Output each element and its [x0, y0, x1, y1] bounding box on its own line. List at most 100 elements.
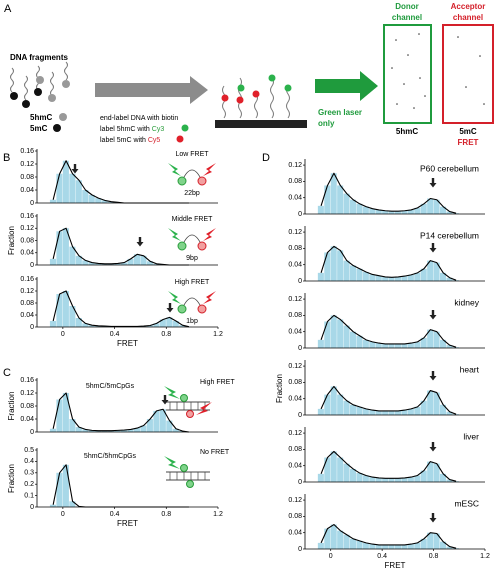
acceptor-label: 5mC	[459, 127, 477, 136]
bar	[62, 291, 69, 327]
bar	[101, 200, 108, 203]
bar	[69, 246, 76, 265]
bar	[159, 409, 166, 432]
bar	[401, 210, 408, 214]
bar	[395, 478, 402, 482]
excitation-bolt	[164, 456, 180, 469]
bar	[433, 262, 440, 281]
y-tick-label: 0.12	[288, 363, 302, 370]
y-tick-label: 0.16	[20, 377, 34, 384]
annotation: 9bp	[186, 255, 198, 262]
y-tick-label: 0.16	[20, 148, 34, 155]
bar	[420, 268, 427, 281]
x-axis-label: FRET	[117, 339, 138, 348]
peak-arrow	[429, 178, 437, 188]
bar	[88, 262, 95, 265]
peak-arrow	[429, 371, 437, 381]
bar	[407, 209, 414, 214]
peak-arrow	[71, 164, 79, 174]
x-tick-label: 1.2	[213, 511, 223, 518]
bar	[95, 263, 102, 265]
x-tick-label: 0.4	[377, 553, 387, 560]
y-tick-label: 0.12	[20, 225, 34, 232]
y-tick-label: 0.12	[288, 296, 302, 303]
legend-5hmc: 5hmC	[30, 113, 52, 122]
donor-dye	[180, 394, 188, 402]
bar	[382, 410, 389, 415]
panel-title: heart	[460, 364, 480, 374]
bar	[388, 544, 395, 549]
y-tick-label: 0.16	[20, 276, 34, 283]
bar	[427, 198, 434, 214]
bar	[317, 272, 324, 281]
bar	[375, 343, 382, 348]
y-tick-label: 0.16	[20, 213, 34, 220]
x-tick-label: 0.4	[110, 511, 120, 518]
histogram-panel: 0 0.04 0.08 0.12 liver	[288, 427, 485, 486]
annotation: High FRET	[175, 279, 210, 286]
x-tick-label: 0	[61, 511, 65, 518]
bar	[356, 473, 363, 482]
laser-text: Green laser	[318, 108, 362, 117]
cy3-dot	[181, 124, 189, 132]
y-tick-label: 0.04	[20, 312, 34, 319]
bar	[337, 530, 344, 549]
histogram-panel: 0 0.04 0.08 0.12 0.16 0 0.4 0.8 1.2 FRET High FRET…	[20, 276, 223, 348]
bar	[133, 428, 141, 432]
y-tick-label: 0	[298, 546, 302, 553]
bar	[388, 410, 395, 415]
panel-title: P14 cerebellum	[420, 230, 479, 240]
bar	[414, 475, 421, 482]
bar	[388, 211, 395, 214]
bar	[388, 277, 395, 281]
panel-title: kidney	[454, 297, 479, 307]
y-tick-label: 0	[30, 200, 34, 207]
peak-arrow	[161, 395, 169, 405]
y-tick-label: 0	[298, 479, 302, 486]
bar	[146, 419, 153, 432]
y-tick-label: 0.4	[24, 458, 34, 465]
bar	[356, 406, 363, 415]
donor-box	[383, 24, 432, 124]
histogram-panel: 0 0.04 0.08 0.12 Fraction heart	[275, 360, 485, 419]
bar	[343, 463, 350, 482]
excitation-bolt	[164, 386, 180, 399]
y-tick-label: 0.04	[288, 195, 302, 202]
y-axis-label: Fraction	[7, 464, 16, 493]
bar	[343, 534, 350, 549]
bar	[395, 343, 402, 348]
panel-title: P60 cerebellum	[420, 163, 479, 173]
bar	[362, 408, 369, 415]
y-tick-label: 0.04	[288, 396, 302, 403]
bar	[375, 544, 382, 549]
bar	[49, 428, 56, 432]
bar	[382, 478, 389, 482]
histogram-panel: 0 0.04 0.08 0.12 0.16 Fraction 5hmC/5mCpGs High…	[7, 377, 235, 436]
fit-curve	[320, 172, 457, 214]
bar	[179, 325, 186, 327]
step-text: label 5mC with	[100, 137, 146, 144]
y-tick-label: 0	[30, 504, 34, 511]
fit-curve	[320, 245, 457, 281]
donor-dye	[180, 464, 188, 472]
bar	[420, 400, 427, 415]
emission-bolt	[196, 402, 212, 415]
x-tick-label: 0	[61, 331, 65, 338]
cy5-dot	[176, 135, 184, 143]
bar	[356, 203, 363, 214]
bar	[69, 501, 76, 507]
x-tick-label: 0.4	[110, 331, 120, 338]
bar	[395, 211, 402, 214]
bar	[56, 472, 63, 507]
molecule-spots	[391, 33, 485, 109]
bar	[317, 339, 324, 348]
bar	[343, 260, 350, 281]
laser-arrow	[315, 71, 378, 101]
y-axis-label: Fraction	[7, 226, 16, 255]
step-text: label 5hmC with Cy3	[100, 126, 164, 133]
bar	[153, 410, 160, 432]
bar	[101, 430, 108, 432]
y-tick-label: 0	[30, 324, 34, 331]
y-tick-label: 0.04	[288, 262, 302, 269]
fit-curve	[320, 385, 457, 415]
